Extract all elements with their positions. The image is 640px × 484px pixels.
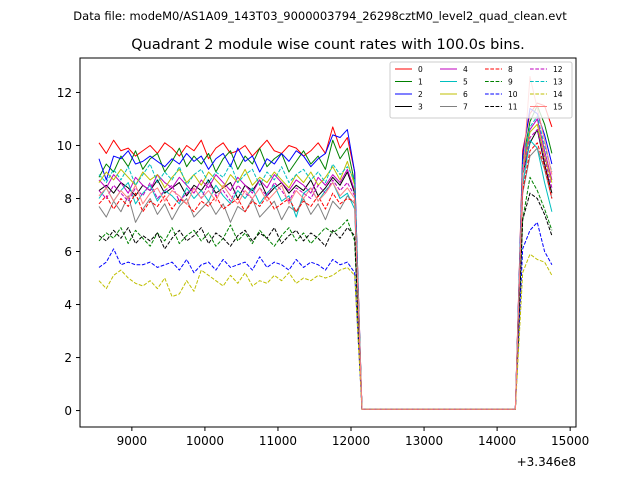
y-tick-label: 2 bbox=[64, 351, 72, 365]
series-line-2 bbox=[98, 107, 553, 410]
legend-label-8: 8 bbox=[508, 65, 513, 74]
x-tick-label: 15000 bbox=[551, 434, 589, 448]
legend-label-15: 15 bbox=[553, 102, 563, 111]
legend-label-12: 12 bbox=[553, 65, 563, 74]
legend-label-11: 11 bbox=[508, 102, 518, 111]
series-line-13 bbox=[98, 115, 553, 410]
series-line-11 bbox=[98, 192, 553, 410]
chart-title: Quadrant 2 module wise count rates with … bbox=[131, 37, 525, 53]
y-tick-label: 10 bbox=[57, 139, 72, 153]
series-line-5 bbox=[98, 139, 553, 410]
series-layer bbox=[98, 76, 553, 410]
legend-label-5: 5 bbox=[463, 77, 468, 86]
x-tick-label: 12000 bbox=[332, 434, 370, 448]
x-axis: 9000 10000 11000 12000 13000 14000 15000 bbox=[117, 427, 589, 448]
y-tick-label: 12 bbox=[57, 86, 72, 100]
figure-suptitle: Data file: modeM0/AS1A09_143T03_90000037… bbox=[73, 9, 567, 23]
x-tick-label: 9000 bbox=[117, 434, 148, 448]
x-tick-label: 14000 bbox=[478, 434, 516, 448]
y-axis: 0 2 4 6 8 10 12 bbox=[57, 86, 80, 418]
legend-label-1: 1 bbox=[418, 77, 423, 86]
legend-label-2: 2 bbox=[418, 90, 423, 99]
legend-label-9: 9 bbox=[508, 77, 513, 86]
x-tick-label: 10000 bbox=[186, 434, 224, 448]
legend-label-10: 10 bbox=[508, 90, 518, 99]
series-line-15 bbox=[98, 76, 553, 410]
y-tick-label: 0 bbox=[64, 404, 72, 418]
legend-label-6: 6 bbox=[463, 90, 468, 99]
legend-box bbox=[389, 61, 573, 119]
series-line-6 bbox=[98, 123, 553, 410]
series-line-9 bbox=[98, 176, 553, 410]
axes-frame bbox=[79, 57, 577, 428]
series-line-14 bbox=[98, 253, 553, 410]
y-tick-label: 8 bbox=[64, 192, 72, 206]
x-tick-label: 11000 bbox=[259, 434, 297, 448]
legend-label-7: 7 bbox=[463, 102, 468, 111]
x-tick-label: 13000 bbox=[405, 434, 443, 448]
legend-label-3: 3 bbox=[418, 102, 423, 111]
series-line-0 bbox=[98, 102, 553, 410]
legend-label-4: 4 bbox=[463, 65, 468, 74]
series-line-1 bbox=[98, 105, 553, 410]
y-tick-label: 6 bbox=[64, 245, 72, 259]
y-tick-label: 4 bbox=[64, 298, 72, 312]
legend-label-13: 13 bbox=[553, 77, 563, 86]
series-line-10 bbox=[98, 221, 553, 410]
x-axis-offset-label: +3.346e8 bbox=[517, 455, 576, 469]
legend-label-14: 14 bbox=[553, 90, 563, 99]
legend-label-0: 0 bbox=[418, 65, 423, 74]
